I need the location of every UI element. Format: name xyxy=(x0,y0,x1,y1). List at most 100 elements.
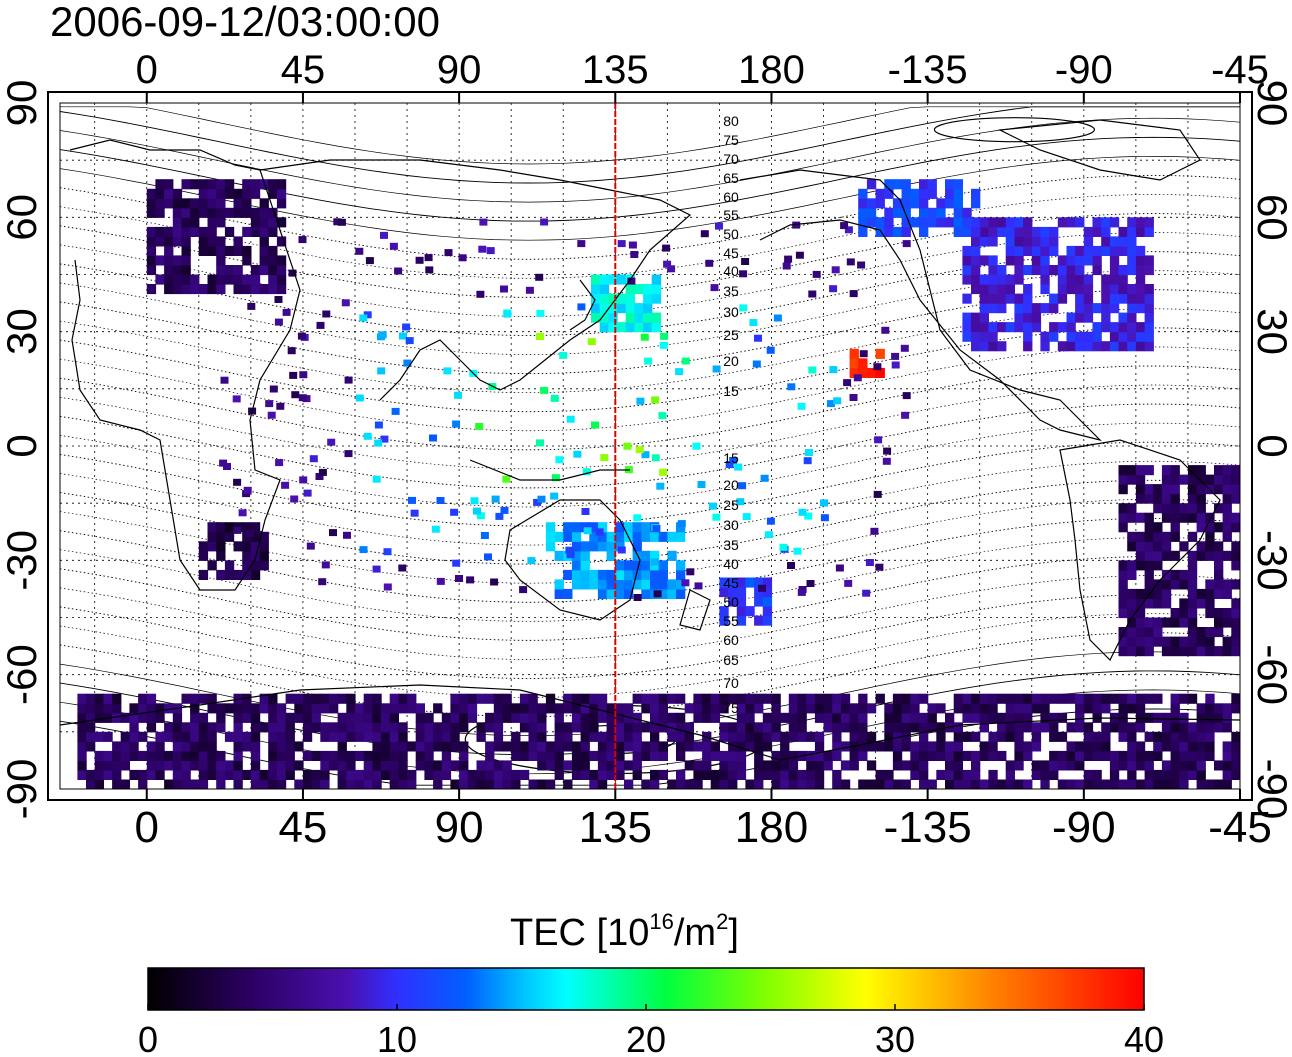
mag-lat-label: 75 xyxy=(723,700,739,716)
tec-cell xyxy=(138,779,148,789)
tec-cell xyxy=(381,750,391,761)
tec-cell xyxy=(814,703,825,714)
tec-cell xyxy=(754,596,764,607)
top-lon-tick-mark xyxy=(1082,92,1085,103)
tec-cell xyxy=(86,779,96,789)
tec-cell xyxy=(337,779,347,789)
tec-cell xyxy=(86,703,96,714)
tec-cell xyxy=(1196,522,1206,533)
tec-cell xyxy=(901,217,911,228)
tec-cell xyxy=(667,779,677,789)
tec-cell xyxy=(1118,588,1128,599)
tec-cell xyxy=(667,531,677,542)
tec-cell xyxy=(398,703,408,714)
tec-cell xyxy=(233,236,243,247)
tec-cell xyxy=(919,731,929,742)
tec-cell xyxy=(359,546,368,554)
tec-cell xyxy=(1005,245,1015,256)
tec-cell xyxy=(1118,760,1128,771)
tec-cell xyxy=(1144,636,1154,647)
tec-cell xyxy=(190,779,200,789)
tec-cell xyxy=(589,579,599,590)
tec-cell xyxy=(1092,693,1102,704)
tec-region-australia xyxy=(545,522,686,599)
tec-cell xyxy=(624,731,634,742)
tec-cell xyxy=(190,198,200,209)
tec-cell xyxy=(207,693,217,704)
tec-cell xyxy=(625,312,635,323)
tec-cell xyxy=(415,722,425,733)
top-lon-tick-label: -90 xyxy=(1055,48,1113,92)
tec-cell xyxy=(181,265,191,276)
tec-cell xyxy=(892,693,903,704)
tec-cell xyxy=(882,457,891,465)
tec-cell xyxy=(997,226,1007,237)
tec-cell xyxy=(849,750,859,761)
tec-cell xyxy=(216,245,226,256)
tec-cell xyxy=(398,693,408,704)
tec-cell xyxy=(1005,760,1015,771)
tec-cell xyxy=(1023,226,1033,237)
tec-cell xyxy=(884,188,894,199)
tec-cell xyxy=(857,261,866,269)
tec-cell xyxy=(1153,636,1163,647)
tec-cell xyxy=(1057,255,1068,266)
tec-cell xyxy=(728,577,738,588)
mag-lat-label: 60 xyxy=(723,189,739,205)
tec-cell xyxy=(1118,608,1128,619)
tec-cell xyxy=(823,750,833,761)
tec-cell xyxy=(936,731,946,742)
tec-cell xyxy=(858,693,868,704)
tec-cell xyxy=(216,769,226,780)
tec-cell xyxy=(1005,322,1015,333)
tec-cell xyxy=(207,541,217,552)
tec-cell xyxy=(754,334,762,342)
tec-cell xyxy=(1109,274,1120,285)
tec-cell xyxy=(1231,550,1240,561)
tec-cell xyxy=(146,245,157,256)
tec-cell xyxy=(832,703,842,714)
tec-cell xyxy=(953,703,963,714)
tec-cell xyxy=(599,303,609,314)
tec-cell xyxy=(762,577,773,588)
tec-cell xyxy=(554,550,564,561)
tec-cell xyxy=(1109,245,1120,256)
tec-cell xyxy=(252,229,261,237)
tec-cell xyxy=(1023,265,1033,276)
tec-cell xyxy=(1205,741,1215,752)
tec-cell xyxy=(1127,465,1137,476)
tec-cell xyxy=(1101,741,1111,752)
tec-cell xyxy=(1057,750,1068,761)
tec-cell xyxy=(511,703,521,714)
tec-cell xyxy=(233,526,242,534)
tec-cell xyxy=(355,247,364,255)
tec-cell xyxy=(1179,512,1189,523)
tec-cell xyxy=(997,693,1007,704)
right-lat-tick-label: -30 xyxy=(1249,530,1292,591)
tec-cell xyxy=(1214,608,1224,619)
tec-cell xyxy=(1075,703,1085,714)
tec-cell xyxy=(1144,569,1154,580)
tec-cell xyxy=(566,551,575,559)
tec-cell xyxy=(318,468,327,476)
tec-cell xyxy=(630,251,639,258)
tec-cell xyxy=(736,596,747,607)
tec-cell xyxy=(164,284,174,295)
bottom-lon-tick-label: 135 xyxy=(579,803,652,852)
tec-cell xyxy=(311,779,321,789)
tec-cell xyxy=(207,217,217,228)
tec-cell xyxy=(485,722,495,733)
tec-cell xyxy=(1196,722,1206,733)
tec-cell xyxy=(797,588,806,596)
tec-cell xyxy=(1127,617,1137,628)
tec-cell xyxy=(1066,722,1076,733)
tec-cell xyxy=(216,522,226,533)
tec-cell xyxy=(1135,712,1146,723)
tec-cell xyxy=(780,731,790,742)
tec-cell xyxy=(146,741,157,752)
tec-cell xyxy=(660,332,669,340)
tec-cell xyxy=(198,207,209,218)
tec-cell xyxy=(181,217,191,228)
tec-cell xyxy=(129,769,139,780)
tec-cell xyxy=(537,731,547,742)
